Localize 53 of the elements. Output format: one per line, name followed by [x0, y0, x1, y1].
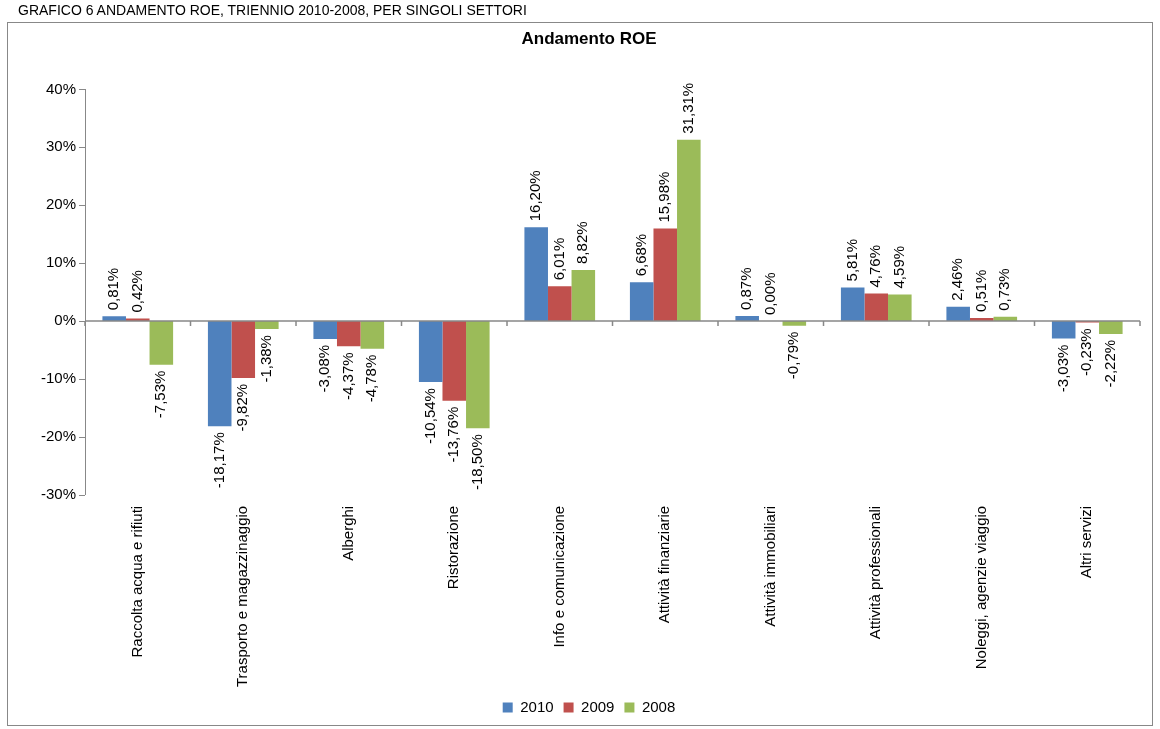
y-tick-label: 10%: [45, 253, 77, 271]
legend-label: 2010: [520, 697, 554, 715]
data-label: -3,08%: [315, 344, 333, 393]
data-label: 2,46%: [948, 258, 966, 301]
data-label: 0,42%: [127, 270, 145, 313]
x-tick-label: Attività professionali: [866, 505, 884, 640]
data-label: 6,68%: [631, 233, 649, 277]
data-label: 0,87%: [737, 267, 755, 311]
data-label: -18,17%: [209, 432, 227, 489]
data-label: -13,76%: [444, 406, 462, 463]
data-label: -4,37%: [338, 352, 356, 400]
y-tick-label: -10%: [40, 369, 77, 387]
data-label: 6,01%: [549, 237, 567, 281]
data-label: -10,54%: [420, 388, 438, 444]
text: GRAFICO 6 ANDAMENTO ROE, TRIENNIO 2010-2008, PER SINGOLI SETTORI: [18, 2, 527, 18]
x-tick-label: Raccolta acqua e rifiuti: [127, 505, 145, 658]
data-label: -9,82%: [233, 383, 251, 432]
x-tick-label: Altri servizi: [1077, 505, 1095, 579]
data-label: 0,81%: [104, 267, 122, 311]
data-label: -4,78%: [362, 354, 380, 403]
y-tick-label: -30%: [40, 484, 77, 502]
x-tick-label: Ristorazione: [444, 505, 462, 590]
data-label: -1,38%: [256, 335, 274, 383]
y-tick-label: -20%: [40, 427, 77, 445]
data-label: 4,76%: [866, 244, 884, 288]
x-tick-label: Trasporto e magazzinaggio: [233, 505, 251, 688]
x-tick-label: Attività finanziarie: [655, 505, 673, 624]
x-tick-label: Attività immobiliari: [760, 505, 778, 627]
data-label: 15,98%: [655, 171, 673, 223]
data-label: 31,31%: [678, 82, 696, 134]
y-tick-label: 0%: [54, 311, 77, 329]
y-tick-label: 30%: [45, 137, 77, 155]
data-label: -3,03%: [1053, 344, 1071, 393]
chart-title: Andamento ROE: [521, 28, 657, 48]
data-label: 0,00%: [760, 272, 778, 316]
data-label: 4,59%: [889, 245, 907, 289]
x-tick-label: Info e comunicazione: [549, 505, 567, 648]
data-label: 0,51%: [971, 269, 989, 313]
data-label: 16,20%: [526, 170, 544, 222]
data-label: -0,79%: [784, 331, 802, 380]
legend-label: 2008: [641, 697, 676, 715]
data-label: 8,82%: [573, 221, 591, 264]
data-label: -2,22%: [1100, 339, 1118, 388]
x-tick-label: Noleggi, agenzie viaggio: [971, 505, 989, 670]
data-label: -18,50%: [467, 434, 485, 491]
legend-label: 2009: [581, 697, 615, 715]
data-label: 5,81%: [842, 238, 860, 282]
x-tick-label: Alberghi: [338, 505, 356, 561]
data-label: -7,53%: [151, 370, 169, 419]
data-label: -0,23%: [1077, 328, 1095, 376]
y-tick-label: 20%: [45, 195, 77, 213]
data-label: 0,73%: [995, 268, 1013, 311]
y-tick-label: 40%: [45, 79, 77, 97]
